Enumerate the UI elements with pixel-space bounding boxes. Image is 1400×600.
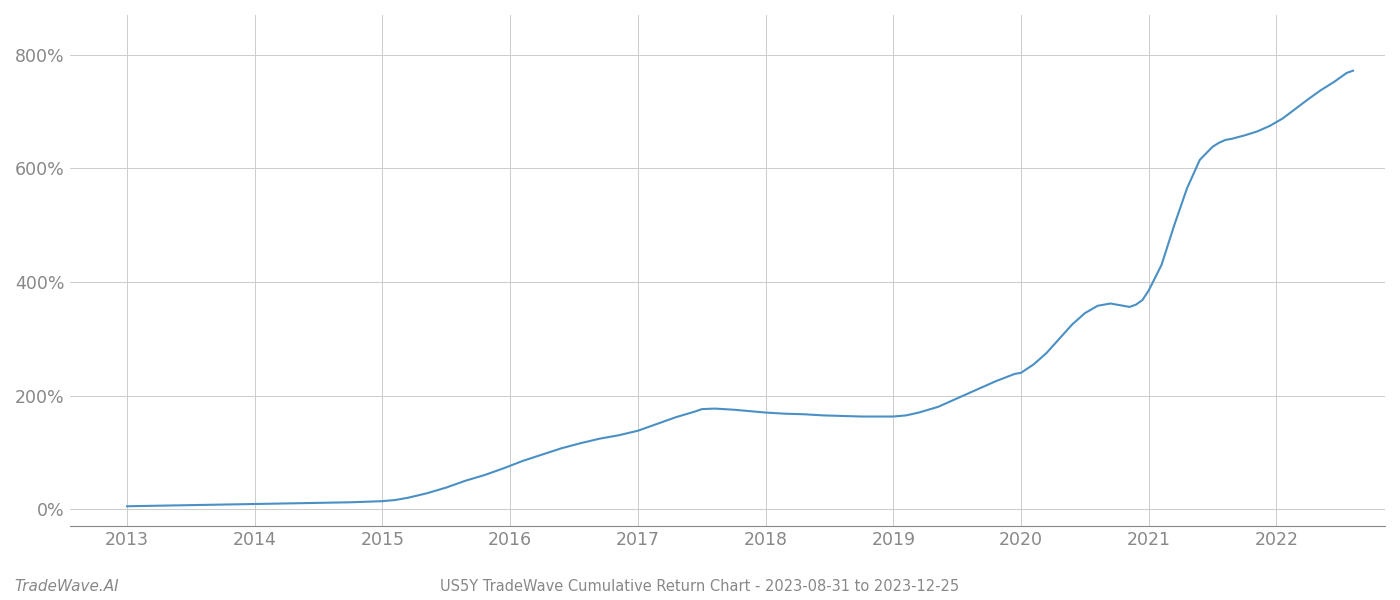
Text: US5Y TradeWave Cumulative Return Chart - 2023-08-31 to 2023-12-25: US5Y TradeWave Cumulative Return Chart -…	[441, 579, 959, 594]
Text: TradeWave.AI: TradeWave.AI	[14, 579, 119, 594]
